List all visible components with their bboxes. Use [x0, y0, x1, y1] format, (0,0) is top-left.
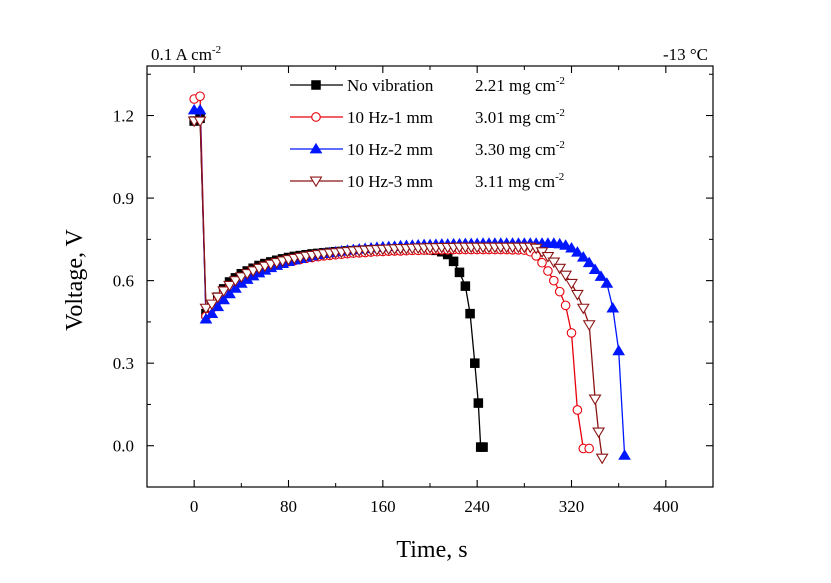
data-point [588, 394, 602, 406]
data-point [582, 256, 596, 268]
data-point [582, 320, 596, 331]
series-3 [187, 116, 609, 465]
x-tick-label: 0 [190, 497, 199, 516]
y-tick-label: 0.3 [113, 354, 134, 373]
legend-marker [311, 112, 321, 122]
legend: No vibration 2.21 mg cm-2 10 Hz-1 mm 3.01 m… [290, 75, 565, 191]
data-point [470, 358, 480, 368]
x-tick-label: 240 [464, 497, 490, 516]
data-point [205, 299, 219, 311]
data-point [600, 277, 614, 288]
legend-entry: 10 Hz-3 mm 3.11 mg cm-2 [290, 171, 564, 191]
y-tick-label: 0.9 [113, 189, 134, 208]
data-point [559, 239, 572, 250]
data-point [448, 256, 459, 267]
legend-marker [309, 176, 323, 188]
x-axis-label: Time, s [396, 537, 467, 563]
y-axis-label: Voltage, V [62, 228, 88, 330]
data-point [465, 308, 475, 319]
corner-annotation-right: -13 °C [663, 45, 708, 64]
data-point [560, 300, 571, 311]
legend-loading: 3.01 mg cm-2 [475, 107, 565, 127]
data-point [234, 272, 248, 284]
data-point [547, 257, 561, 269]
data-point [576, 251, 590, 262]
data-point [559, 270, 573, 282]
legend-series-name: 10 Hz-1 mm [347, 108, 433, 127]
data-point [606, 301, 620, 313]
data-point [541, 251, 555, 263]
y-tick-label: 0.0 [113, 437, 134, 456]
series-layer [187, 91, 631, 465]
x-tick-label: 320 [559, 497, 585, 516]
data-point [205, 307, 219, 319]
legend-loading: 3.30 mg cm-2 [475, 139, 565, 159]
data-point [594, 270, 608, 281]
data-point [572, 405, 583, 415]
data-point [240, 269, 254, 280]
data-point [211, 300, 225, 312]
data-point [223, 287, 236, 299]
data-point [229, 276, 242, 287]
data-point [223, 280, 236, 292]
data-point [217, 286, 231, 298]
data-point [195, 91, 205, 102]
data-point [584, 443, 595, 454]
legend-series-name: No vibration [347, 76, 434, 95]
x-tick-label: 400 [653, 497, 679, 516]
data-point [592, 427, 606, 439]
data-point [478, 442, 488, 452]
data-point [571, 246, 584, 257]
data-point [454, 267, 465, 278]
y-tick-label: 0.6 [113, 272, 134, 291]
data-point [618, 449, 631, 460]
data-point [565, 241, 578, 253]
data-point [193, 116, 207, 128]
ticks-layer: 0 80 160 240 320 400 0.0 0.3 0.6 0.9 1.2 [113, 66, 714, 516]
data-point [553, 263, 567, 275]
data-point [211, 292, 225, 304]
data-point [199, 312, 213, 324]
data-point [473, 398, 484, 408]
data-point [588, 263, 602, 275]
data-point [199, 303, 213, 315]
data-point [543, 266, 553, 276]
legend-loading: 2.21 mg cm-2 [475, 75, 565, 95]
data-point [460, 281, 471, 291]
legend-entry: 10 Hz-2 mm 3.30 mg cm-2 [290, 139, 565, 159]
legend-marker [311, 80, 321, 90]
data-point [570, 289, 584, 301]
legend-series-name: 10 Hz-3 mm [347, 172, 433, 191]
data-point [193, 103, 207, 115]
corner-annotation-left: 0.1 A cm-2 [151, 44, 221, 64]
x-tick-label: 160 [370, 497, 396, 516]
legend-series-name: 10 Hz-2 mm [347, 140, 433, 159]
data-point [548, 275, 559, 286]
data-point [595, 453, 609, 465]
y-tick-label: 1.2 [113, 107, 134, 126]
data-point [537, 257, 547, 268]
legend-marker [309, 142, 323, 154]
data-point [566, 328, 577, 338]
data-point [565, 278, 578, 290]
legend-entry: No vibration 2.21 mg cm-2 [290, 75, 565, 95]
data-point [576, 303, 590, 315]
legend-entry: 10 Hz-1 mm 3.01 mg cm-2 [290, 107, 565, 127]
data-point [612, 344, 626, 356]
data-point [554, 286, 565, 297]
legend-loading: 3.11 mg cm-2 [475, 171, 564, 191]
x-tick-label: 80 [280, 497, 297, 516]
data-point [217, 293, 230, 305]
